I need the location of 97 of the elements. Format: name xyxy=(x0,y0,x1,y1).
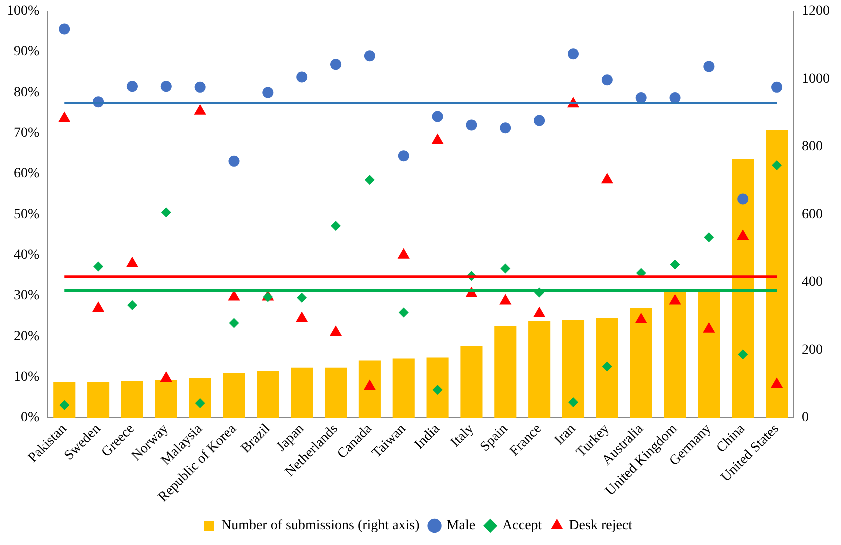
bar xyxy=(426,358,449,418)
point xyxy=(772,160,782,170)
point xyxy=(602,74,613,86)
point xyxy=(738,350,748,360)
point xyxy=(330,59,342,70)
y-tick-label: 30% xyxy=(14,288,40,304)
point xyxy=(59,24,70,35)
y-tick-label: 90% xyxy=(14,44,40,60)
point xyxy=(703,322,716,333)
x-tick-label: Iran xyxy=(552,422,579,448)
point xyxy=(229,318,240,328)
point xyxy=(534,115,546,126)
y-tick-label: 80% xyxy=(14,85,40,100)
point xyxy=(364,175,375,186)
point xyxy=(737,230,750,240)
point xyxy=(92,302,105,312)
bar xyxy=(664,290,686,418)
bar xyxy=(392,358,415,418)
bar xyxy=(596,318,618,418)
y2-tick-label: 600 xyxy=(802,207,823,222)
point xyxy=(126,256,139,268)
y-tick-label: 60% xyxy=(14,166,40,182)
x-tick-label: Italy xyxy=(448,422,478,451)
point xyxy=(398,248,410,259)
point xyxy=(161,208,172,218)
bar xyxy=(189,378,212,418)
bar xyxy=(358,360,381,418)
bar xyxy=(223,373,246,418)
point xyxy=(364,380,376,390)
point xyxy=(228,156,240,167)
y2-tick-label: 400 xyxy=(802,275,823,290)
point xyxy=(670,260,680,270)
point xyxy=(296,72,308,83)
point xyxy=(432,384,443,395)
bar xyxy=(88,382,110,418)
bar xyxy=(460,346,483,418)
bar xyxy=(766,130,788,418)
y-tick-label: 40% xyxy=(14,248,40,264)
x-tick-label: India xyxy=(412,421,444,453)
point xyxy=(297,293,308,304)
legend-label: Accept xyxy=(502,518,542,534)
bar xyxy=(732,159,754,418)
point xyxy=(126,81,138,92)
point xyxy=(635,313,648,324)
y-tick-label: 20% xyxy=(14,329,40,344)
point xyxy=(772,82,783,93)
point xyxy=(500,122,512,134)
point xyxy=(262,87,274,98)
bar xyxy=(494,326,517,418)
y2-tick-label: 1000 xyxy=(802,72,830,87)
bar xyxy=(291,368,314,418)
bar xyxy=(121,381,144,418)
bar xyxy=(155,380,178,418)
bar xyxy=(324,368,348,418)
bar xyxy=(630,308,652,418)
point xyxy=(568,48,579,60)
point xyxy=(296,312,308,322)
point xyxy=(94,262,104,272)
point xyxy=(500,294,512,305)
bar xyxy=(54,382,76,418)
point xyxy=(160,372,172,382)
point xyxy=(194,82,206,93)
y-tick-label: 100% xyxy=(6,4,40,20)
point xyxy=(770,378,784,388)
point xyxy=(432,111,444,122)
y2-tick-label: 0 xyxy=(802,410,809,426)
point xyxy=(160,81,172,92)
point xyxy=(127,300,138,310)
point xyxy=(568,398,578,408)
legend-label: Number of submissions (right axis) xyxy=(221,518,420,534)
bar xyxy=(257,371,280,418)
point xyxy=(534,306,546,318)
y2-tick-label: 200 xyxy=(802,342,823,358)
point xyxy=(602,362,612,372)
point xyxy=(466,120,478,131)
legend-label: Desk reject xyxy=(569,518,633,534)
point xyxy=(364,50,376,62)
point xyxy=(704,232,714,242)
bar xyxy=(562,320,585,418)
point xyxy=(601,173,614,184)
point xyxy=(669,294,682,305)
point xyxy=(398,150,410,162)
y-tick-label: 10% xyxy=(14,370,40,386)
bar xyxy=(528,321,551,418)
point xyxy=(398,308,409,318)
y2-tick-label: 1200 xyxy=(802,4,830,20)
bar xyxy=(698,290,720,418)
point xyxy=(500,264,511,274)
y2-tick-label: 800 xyxy=(802,140,823,155)
y-tick-label: 50% xyxy=(14,207,40,222)
point xyxy=(331,221,342,232)
point xyxy=(704,61,715,72)
y-tick-label: 70% xyxy=(14,126,40,142)
point xyxy=(738,194,749,205)
point xyxy=(330,326,342,336)
y-tick-label: 0% xyxy=(20,410,40,426)
legend-label: Male xyxy=(446,518,476,534)
